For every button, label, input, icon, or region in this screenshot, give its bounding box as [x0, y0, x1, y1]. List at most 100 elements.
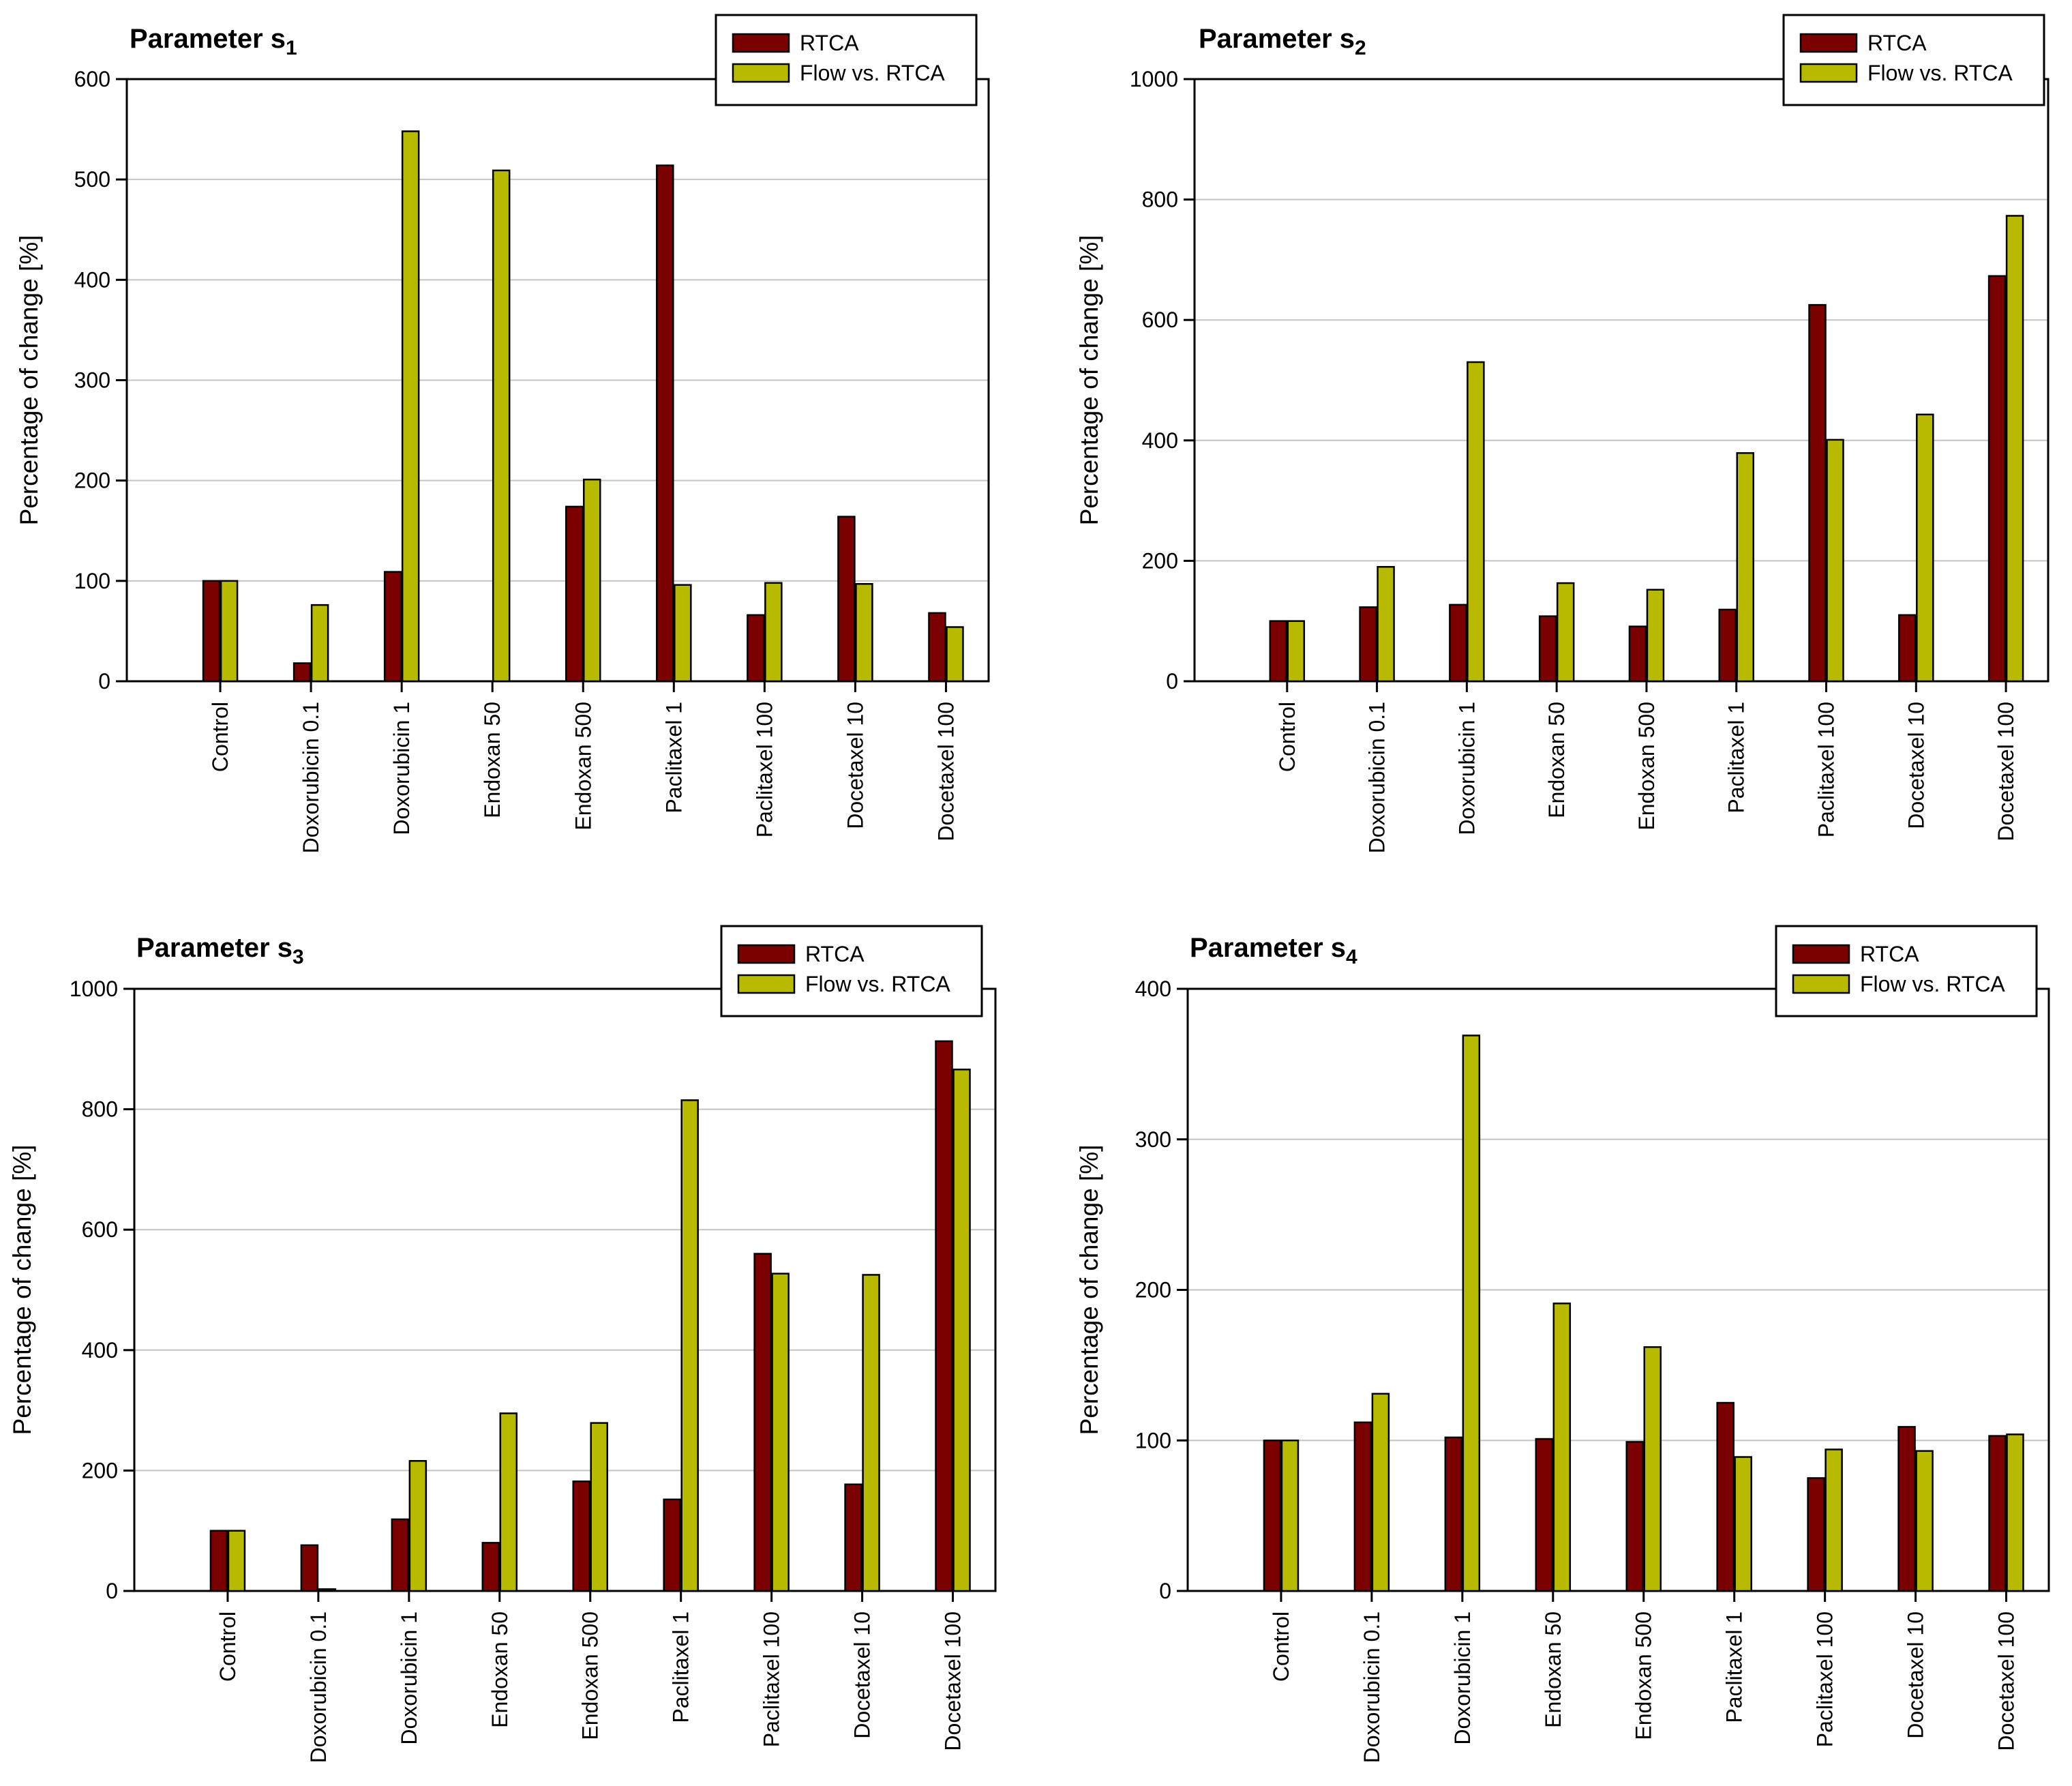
bar-flow [855, 582, 873, 683]
bar-flow [318, 1588, 337, 1592]
x-tick-label: Paclitaxel 1 [1724, 702, 1749, 814]
bar-rtca [1718, 608, 1737, 683]
x-tick-label: Doxorubicin 0.1 [1360, 1611, 1384, 1763]
bar-rtca [1716, 1401, 1735, 1592]
bar-rtca [391, 1518, 410, 1592]
bar-rtca [928, 612, 946, 683]
x-tick-label: Control [1275, 702, 1300, 772]
bar-rtca [747, 614, 765, 683]
y-tick-label: 400 [74, 267, 110, 292]
bar-flow [1825, 1448, 1843, 1592]
x-tick-label: Docetaxel 100 [1994, 1611, 2019, 1751]
bar-flow [1646, 589, 1665, 683]
y-tick-label: 0 [98, 669, 110, 694]
bar-flow [680, 1099, 699, 1592]
legend-swatch [737, 944, 796, 964]
chart-title-main: Parameter s [1199, 24, 1355, 54]
y-tick-label: 100 [1135, 1428, 1171, 1453]
x-tick-label: Doxorubicin 1 [1450, 1611, 1475, 1745]
x-tick-label: Doxorubicin 0.1 [299, 702, 323, 853]
legend-box [720, 925, 983, 1017]
bar-flow [1462, 1035, 1481, 1592]
legend: RTCA Flow vs. RTCA [1782, 14, 2045, 106]
x-tick-label: Docetaxel 100 [1994, 702, 2018, 842]
bar-flow [408, 1460, 427, 1592]
x-tick-label: Docetaxel 10 [1904, 702, 1928, 829]
chart-title-main: Parameter s [130, 24, 286, 54]
bar-rtca [1263, 1440, 1282, 1592]
legend-label: RTCA [805, 942, 865, 966]
legend-swatch [1799, 33, 1858, 53]
bar-rtca [1807, 1477, 1825, 1592]
x-tick-label: Paclitaxel 1 [1722, 1611, 1747, 1723]
bar-flow [674, 584, 692, 683]
x-tick-label: Endoxan 500 [1634, 702, 1659, 831]
x-tick-label: Endoxan 50 [480, 702, 505, 818]
x-tick-label: Endoxan 500 [571, 702, 595, 831]
y-tick-label: 100 [74, 569, 110, 593]
chart-title: Parameter s2 [1199, 24, 1366, 59]
plot-frame [133, 987, 997, 1592]
y-tick-label: 300 [74, 368, 110, 393]
y-tick-label: 600 [1142, 308, 1178, 332]
bar-rtca [663, 1498, 681, 1592]
legend-label: Flow vs. RTCA [800, 61, 945, 85]
legend-swatch [1792, 974, 1850, 994]
x-tick-label: Docetaxel 10 [843, 702, 867, 829]
legend: RTCA Flow vs. RTCA [720, 925, 983, 1017]
chart-title-main: Parameter s [1190, 933, 1346, 963]
x-tick-label: Endoxan 500 [578, 1611, 603, 1740]
bar-flow [492, 169, 511, 683]
bar-flow [227, 1530, 246, 1592]
y-tick-label: 200 [74, 468, 110, 493]
bar-flow [590, 1422, 608, 1592]
bar-rtca [383, 571, 402, 683]
bar-flow [1734, 1456, 1752, 1592]
bar-flow [1556, 582, 1575, 683]
x-tick-label: Endoxan 50 [1544, 702, 1569, 818]
x-tick-label: Endoxan 50 [487, 1611, 512, 1728]
bar-rtca [837, 516, 856, 683]
bar-rtca [1987, 275, 2007, 683]
bar-rtca [1897, 1426, 1916, 1592]
bar-rtca [1898, 614, 1917, 683]
bar-rtca [844, 1483, 862, 1592]
bar-rtca [1444, 1436, 1463, 1592]
chart-title-subscript: 4 [1346, 946, 1357, 968]
bar-rtca [1625, 1441, 1644, 1592]
bar-flow [1916, 413, 1934, 683]
bar-rtca [565, 505, 584, 683]
bar-rtca [209, 1530, 228, 1592]
x-tick-label: Doxorubicin 0.1 [1365, 702, 1390, 853]
y-tick-label: 800 [1142, 188, 1178, 212]
legend: RTCA Flow vs. RTCA [715, 14, 978, 106]
legend-label: Flow vs. RTCA [1867, 61, 2013, 85]
x-tick-label: Paclitaxel 100 [760, 1611, 784, 1747]
bar-flow [499, 1412, 518, 1592]
bar-rtca [1988, 1435, 2007, 1592]
bar-flow [583, 478, 601, 683]
chart-panel-1: 0 100 200 300 400 500 600 Percentage of change … [15, 14, 990, 853]
y-tick-label: 600 [74, 67, 110, 91]
x-tick-label: Docetaxel 100 [933, 702, 958, 842]
x-tick-label: Docetaxel 100 [941, 1611, 965, 1751]
legend-label: Flow vs. RTCA [1860, 972, 2005, 996]
bar-rtca [656, 164, 674, 683]
bar-rtca [935, 1040, 953, 1592]
legend-box [715, 14, 978, 106]
bar-flow [1287, 620, 1306, 683]
bar-flow [2006, 1433, 2024, 1592]
x-tick-label: Endoxan 50 [1541, 1611, 1565, 1728]
legend-swatch [1792, 944, 1850, 964]
y-tick-label: 600 [82, 1217, 118, 1242]
y-axis-label: Percentage of change [%] [1075, 1145, 1103, 1435]
chart-panel-2: 0 200 400 600 800 1000 Percentage of change [%… [1075, 14, 2050, 853]
bar-flow [2005, 215, 2024, 683]
bar-rtca [1628, 625, 1647, 683]
bar-flow [1377, 565, 1395, 683]
bar-rtca [1449, 604, 1467, 683]
bar-flow [771, 1272, 790, 1592]
y-axis-label: Percentage of change [%] [8, 1145, 36, 1435]
chart-title-main: Parameter s [136, 933, 292, 963]
y-tick-label: 0 [106, 1579, 118, 1603]
